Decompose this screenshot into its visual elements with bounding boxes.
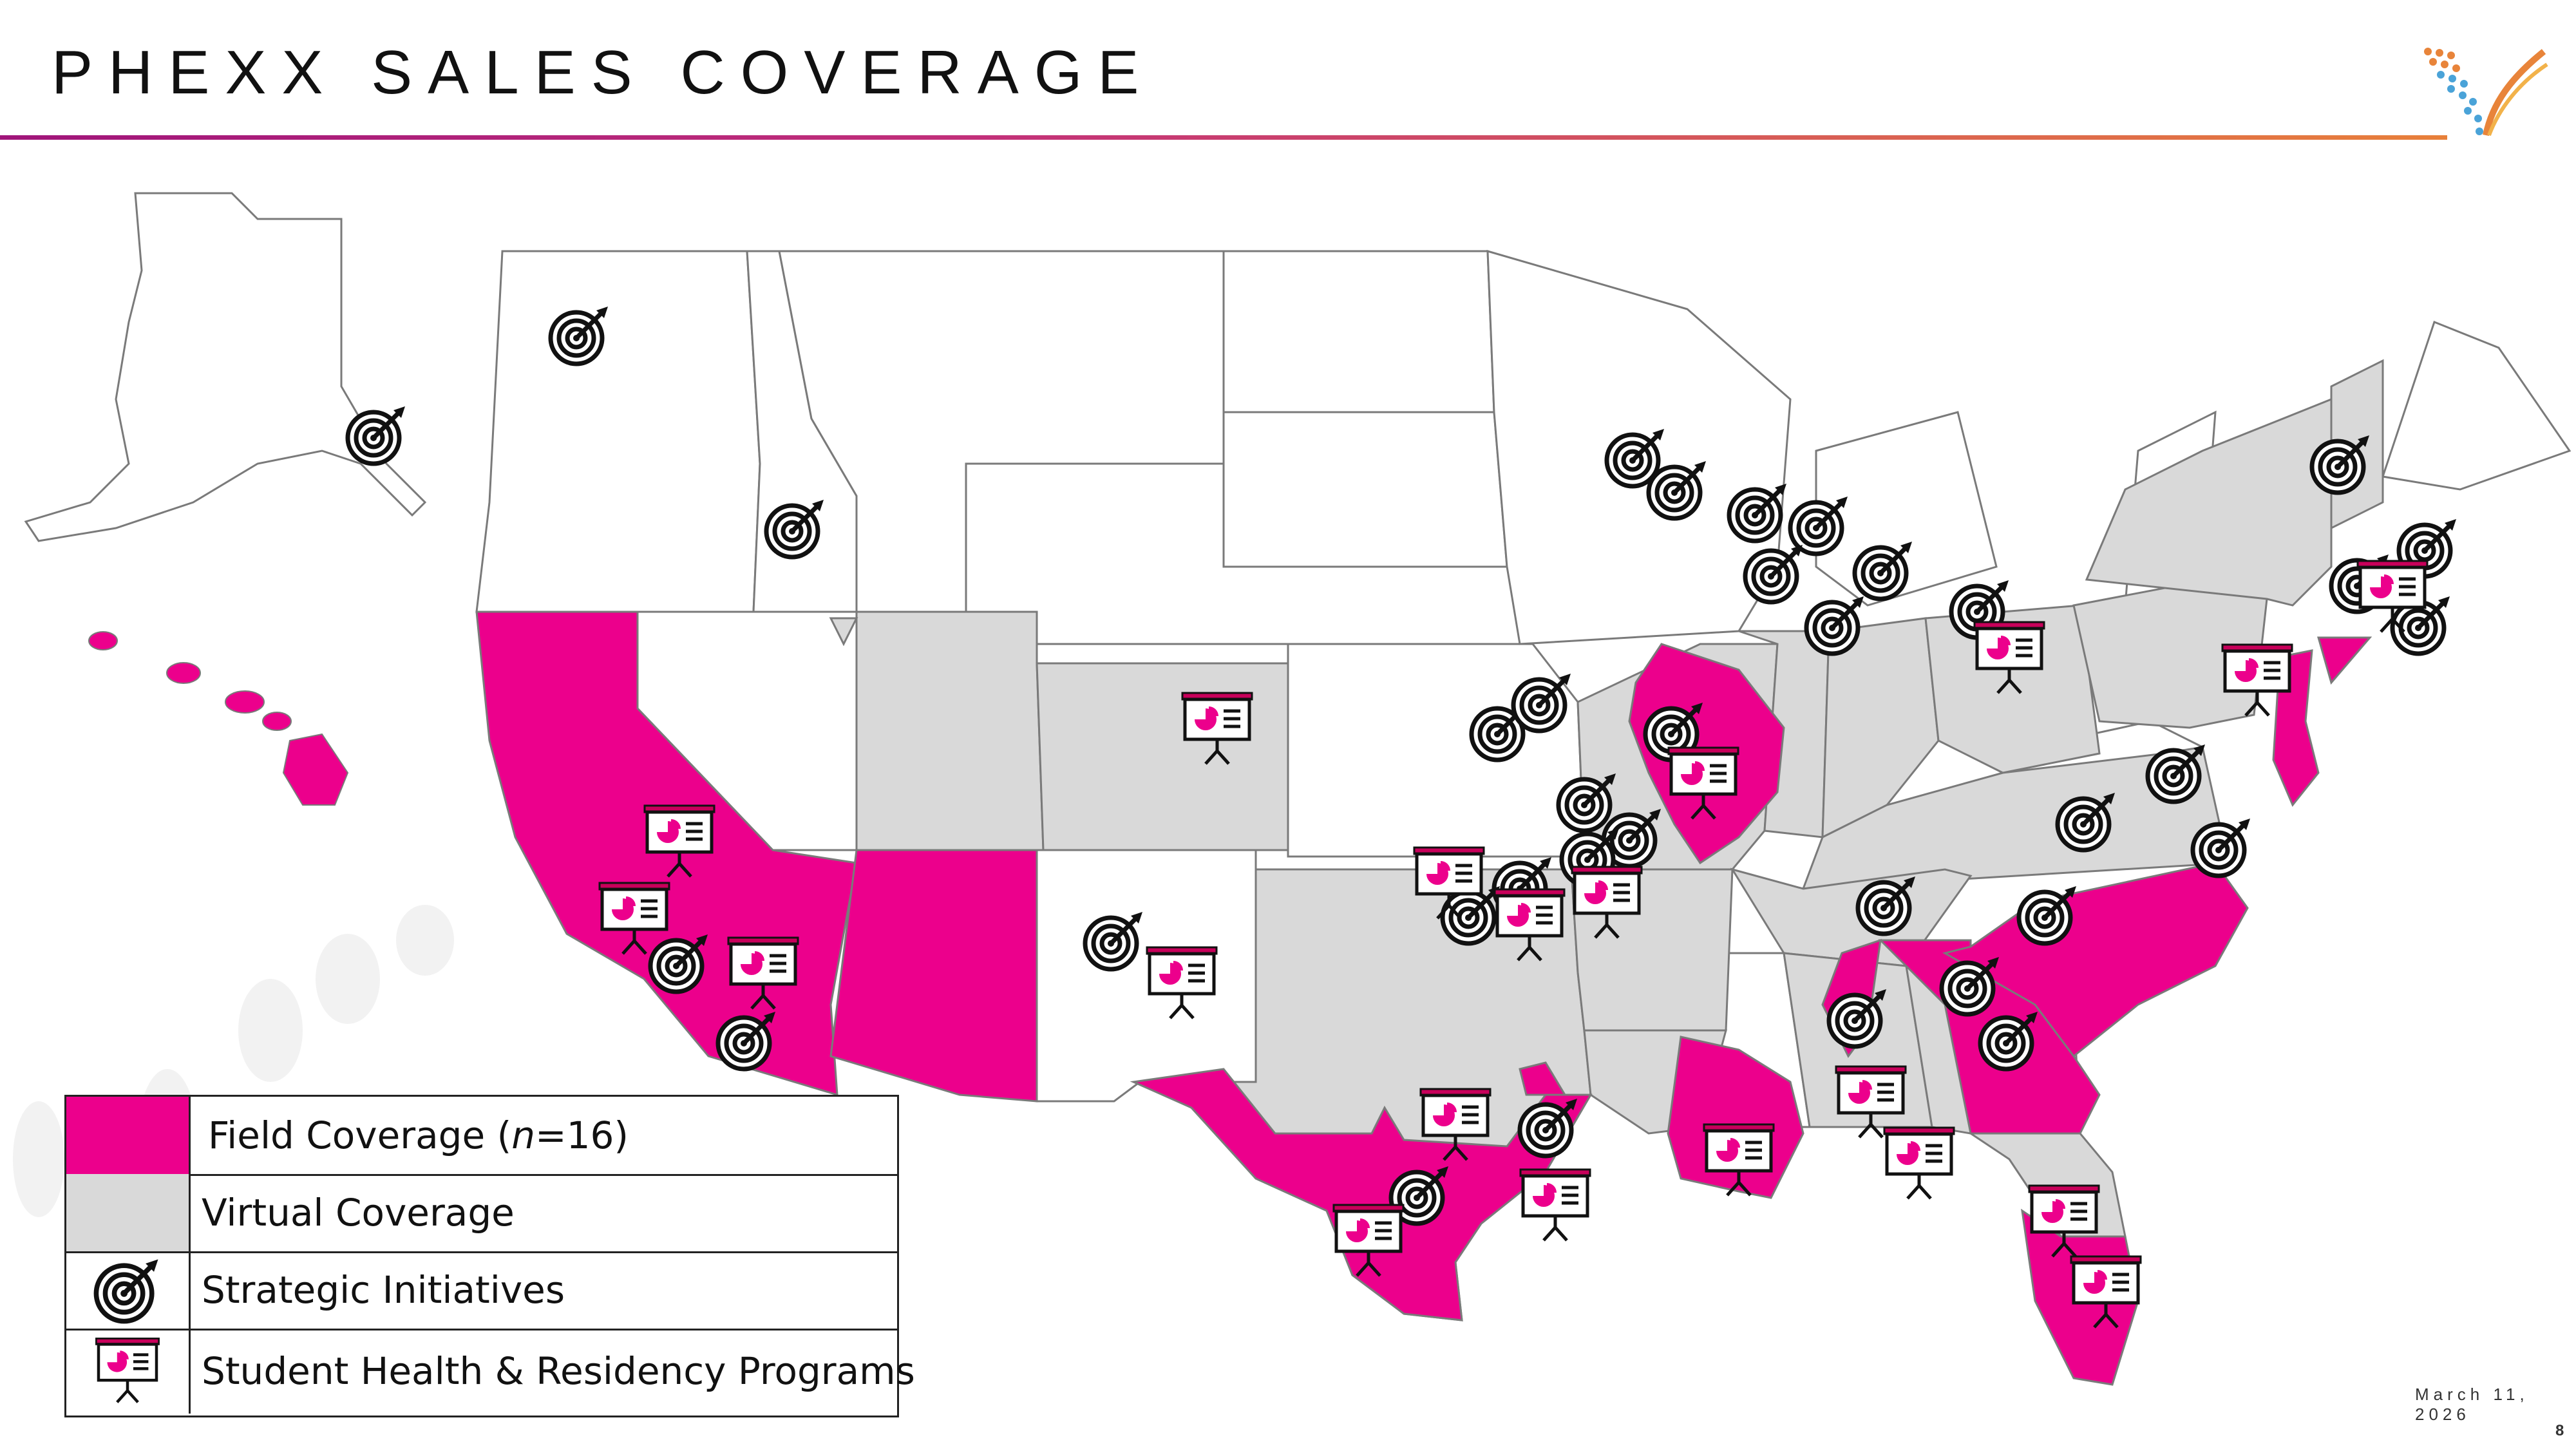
student-swatch [66, 1329, 191, 1414]
title-divider [0, 135, 2447, 140]
legend-label-virtual: Virtual Coverage [202, 1191, 515, 1235]
legend-row-field: Field Coverage (n =16) [66, 1097, 897, 1176]
legend-field-text: Field Coverage ( [208, 1113, 512, 1157]
slide-date: March 11, 2026 [2415, 1385, 2529, 1424]
target-icon [92, 1255, 163, 1325]
legend-label-strategic: Strategic Initiatives [202, 1268, 565, 1312]
strategic-swatch [66, 1251, 191, 1329]
legend-label-student: Student Health & Residency Programs [202, 1349, 915, 1393]
slide-title: PHEXX SALES COVERAGE [52, 38, 1155, 107]
presentation-icon [1520, 1170, 1590, 1240]
field-coverage-swatch [66, 1097, 191, 1174]
state-hawaii [88, 631, 349, 806]
legend-field-suffix: =16) [535, 1113, 629, 1157]
legend-label-field: Field Coverage (n =16) [208, 1097, 629, 1174]
legend-row-virtual: Virtual Coverage [66, 1174, 897, 1253]
legend-row-strategic: Strategic Initiatives [66, 1251, 897, 1331]
map-legend: Field Coverage (n =16) Virtual Coverage S… [64, 1095, 915, 1417]
legend-field-n: n [511, 1113, 536, 1157]
presentation-icon [1884, 1128, 1954, 1198]
virtual-coverage-swatch [66, 1174, 191, 1251]
state-alaska [24, 192, 427, 542]
presentation-icon [92, 1335, 163, 1405]
page-number: 8 [2555, 1422, 2564, 1439]
company-logo-icon [2424, 48, 2548, 137]
legend-row-student: Student Health & Residency Programs [66, 1329, 915, 1414]
